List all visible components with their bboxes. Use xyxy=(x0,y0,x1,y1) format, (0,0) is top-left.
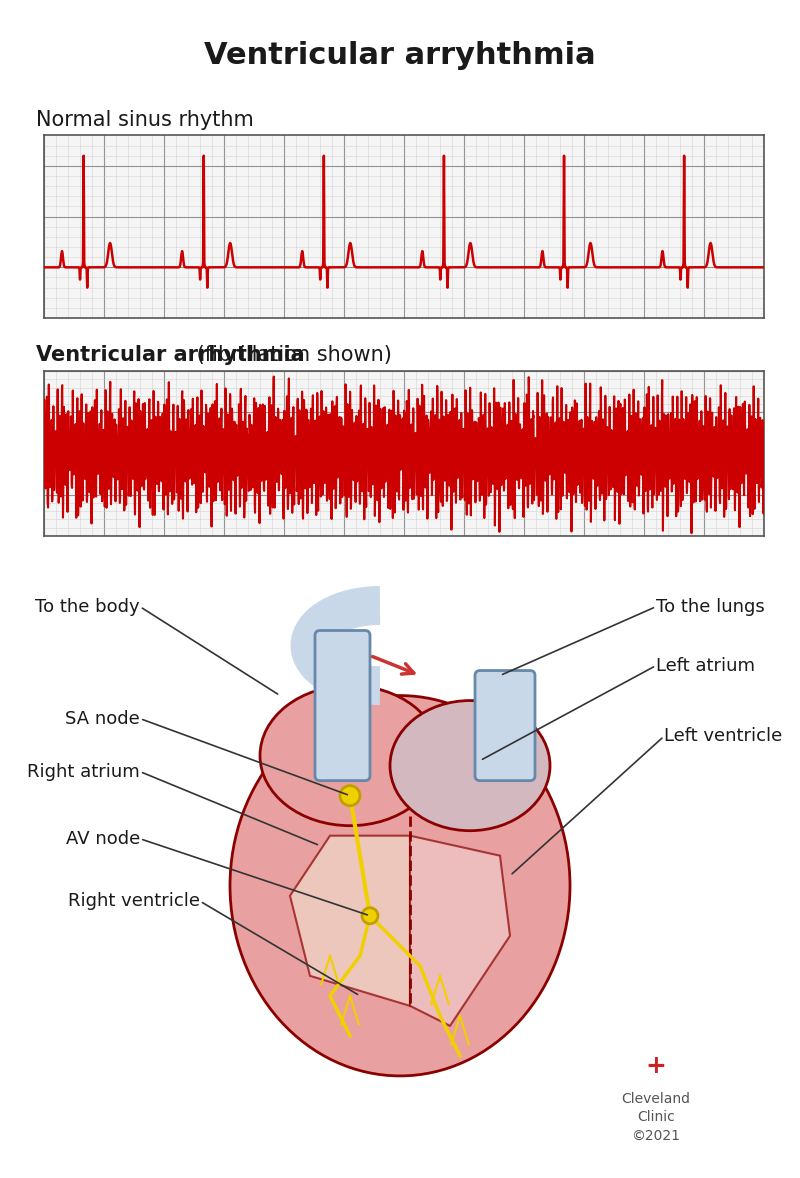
Circle shape xyxy=(362,908,378,924)
Text: Ventricular arrhythmia: Ventricular arrhythmia xyxy=(36,345,305,365)
FancyBboxPatch shape xyxy=(315,630,370,781)
Ellipse shape xyxy=(390,701,550,830)
Text: Left atrium: Left atrium xyxy=(656,656,755,675)
Polygon shape xyxy=(290,835,410,1006)
Text: AV node: AV node xyxy=(66,829,140,848)
Text: Right atrium: Right atrium xyxy=(27,762,140,781)
Text: Ventricular arryhthmia: Ventricular arryhthmia xyxy=(204,41,596,71)
Text: Cleveland
Clinic
©2021: Cleveland Clinic ©2021 xyxy=(622,1092,690,1143)
Text: Normal sinus rhythm: Normal sinus rhythm xyxy=(36,110,254,130)
Ellipse shape xyxy=(230,695,570,1076)
Text: Right ventricle: Right ventricle xyxy=(68,892,200,911)
Text: SA node: SA node xyxy=(66,709,140,728)
FancyBboxPatch shape xyxy=(475,670,535,781)
Text: (fibrillation shown): (fibrillation shown) xyxy=(190,345,391,365)
Text: To the lungs: To the lungs xyxy=(656,597,765,616)
Polygon shape xyxy=(410,835,510,1026)
Circle shape xyxy=(340,786,360,806)
Text: Left ventricle: Left ventricle xyxy=(664,727,782,746)
Text: +: + xyxy=(646,1054,666,1078)
Ellipse shape xyxy=(260,686,440,826)
Text: To the body: To the body xyxy=(35,597,140,616)
